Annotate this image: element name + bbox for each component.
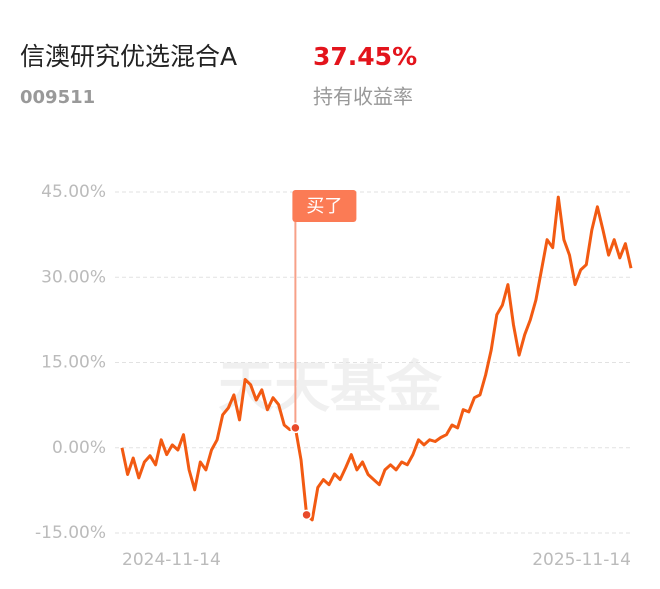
buy-tag <box>292 190 357 222</box>
point-marker <box>290 422 301 434</box>
x-tick-label: 2025-11-14 <box>532 550 631 570</box>
fund-name: 信澳研究优选混合A <box>20 42 237 71</box>
return-value: 37.45% <box>313 42 417 71</box>
buy-tag-text: 买了 <box>306 196 342 217</box>
watermark: 天天基金 <box>218 355 443 421</box>
y-tick-label: 15.00% <box>41 353 106 373</box>
return-label: 持有收益率 <box>313 85 413 109</box>
y-tick-label: 45.00% <box>41 182 106 202</box>
fund-code: 009511 <box>20 87 95 108</box>
y-tick-label: 0.00% <box>52 438 106 458</box>
y-tick-label: -15.00% <box>35 523 106 543</box>
point-marker <box>301 509 312 521</box>
x-tick-label: 2024-11-14 <box>122 550 221 570</box>
y-tick-label: 30.00% <box>41 267 106 287</box>
line-series <box>120 195 633 522</box>
